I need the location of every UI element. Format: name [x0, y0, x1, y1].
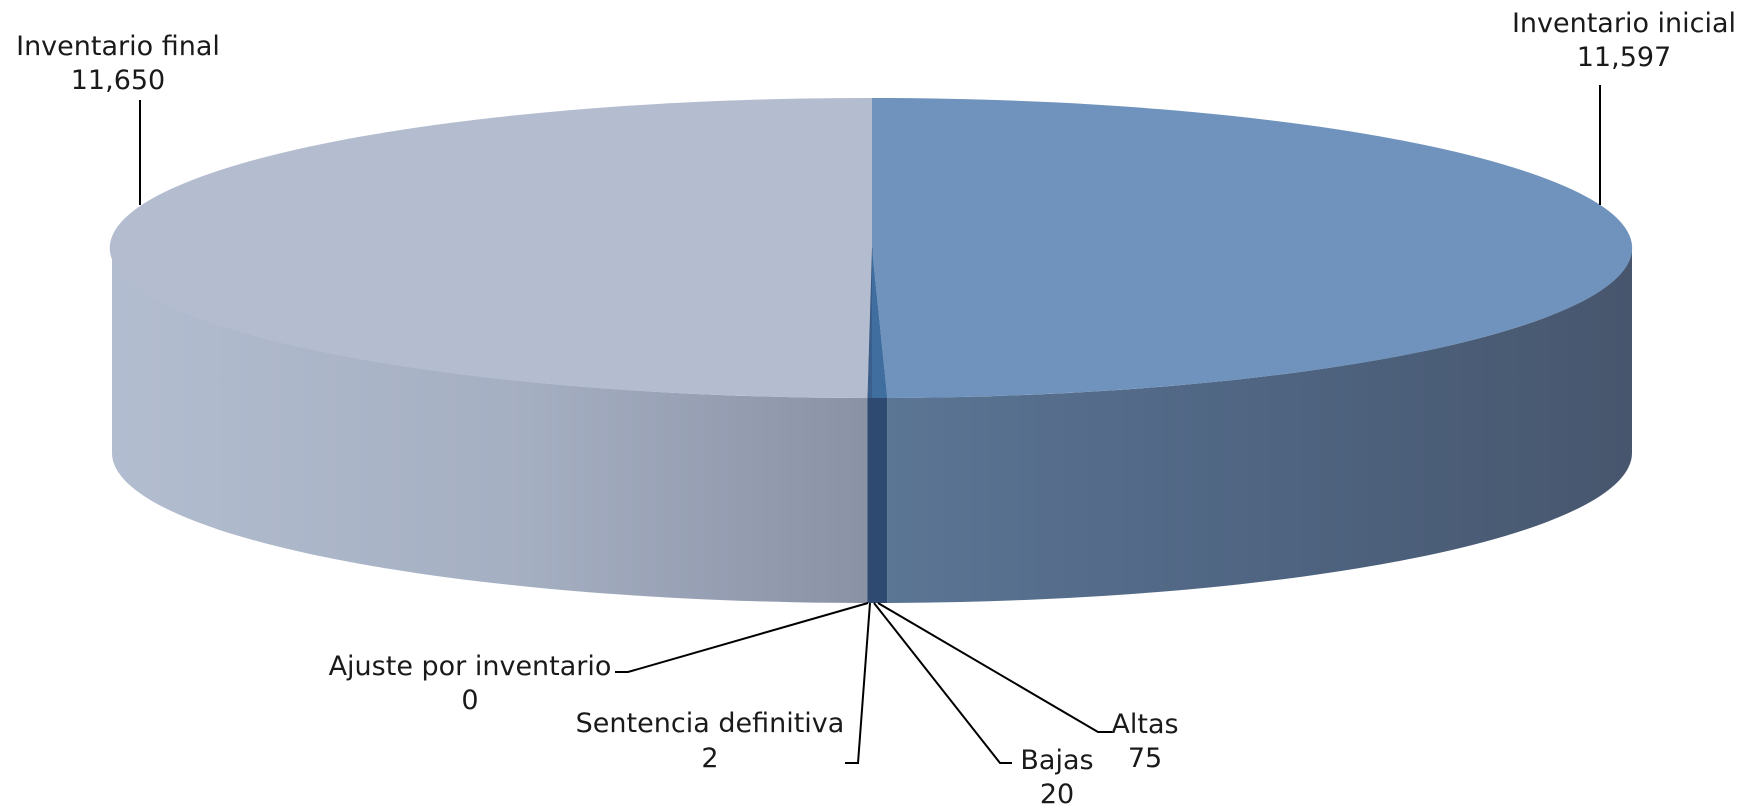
slice-label-inventario-final: Inventario final 11,650	[16, 31, 220, 96]
slice-label-value: 11,597	[1577, 42, 1671, 73]
pie-wall-inventario-inicial	[887, 248, 1632, 603]
slice-label-value: 20	[1040, 779, 1074, 806]
slice-label-bajas: Bajas 20	[1020, 745, 1093, 806]
pie-slices	[109, 97, 1633, 399]
pie-slice-inventario-inicial	[872, 98, 1633, 398]
leader-bajas	[873, 602, 1012, 764]
slice-label-altas: Altas 75	[1111, 709, 1178, 774]
slice-label-name: Inventario inicial	[1512, 8, 1736, 39]
pie-wall-small-slices	[867, 397, 888, 604]
pie-slice-altas	[872, 248, 888, 399]
slice-label-value: 2	[701, 743, 718, 774]
slice-label-value: 0	[461, 685, 478, 716]
pie-wall-inventario-final	[112, 248, 868, 603]
slice-label-inventario-inicial: Inventario inicial 11,597	[1512, 8, 1736, 73]
slice-label-value: 11,650	[71, 65, 165, 96]
leader-lines	[139, 85, 1601, 764]
pie-slice-inventario-final	[109, 97, 873, 398]
slice-label-ajuste-por-inventario: Ajuste por inventario 0	[329, 651, 612, 716]
slice-label-name: Altas	[1111, 709, 1178, 740]
leader-sentencia-definitiva	[845, 602, 871, 764]
leader-ajuste-por-inventario	[615, 602, 869, 673]
slice-label-name: Sentencia definitiva	[576, 708, 845, 739]
slice-label-name: Ajuste por inventario	[329, 651, 612, 682]
leader-altas	[877, 602, 1112, 733]
slice-label-sentencia-definitiva: Sentencia definitiva 2	[576, 708, 845, 774]
slice-label-name: Bajas	[1020, 745, 1093, 776]
slice-label-value: 75	[1128, 743, 1162, 774]
slice-label-name: Inventario final	[16, 31, 220, 62]
